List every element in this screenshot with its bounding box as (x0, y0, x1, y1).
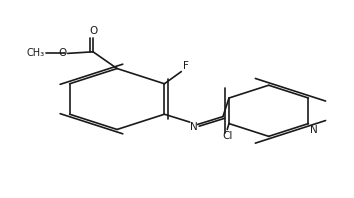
Text: O: O (58, 48, 67, 58)
Text: CH₃: CH₃ (27, 48, 45, 58)
Text: N: N (310, 125, 318, 135)
Text: F: F (183, 61, 189, 71)
Text: Cl: Cl (222, 131, 233, 141)
Text: N: N (190, 122, 198, 132)
Text: O: O (89, 27, 97, 36)
